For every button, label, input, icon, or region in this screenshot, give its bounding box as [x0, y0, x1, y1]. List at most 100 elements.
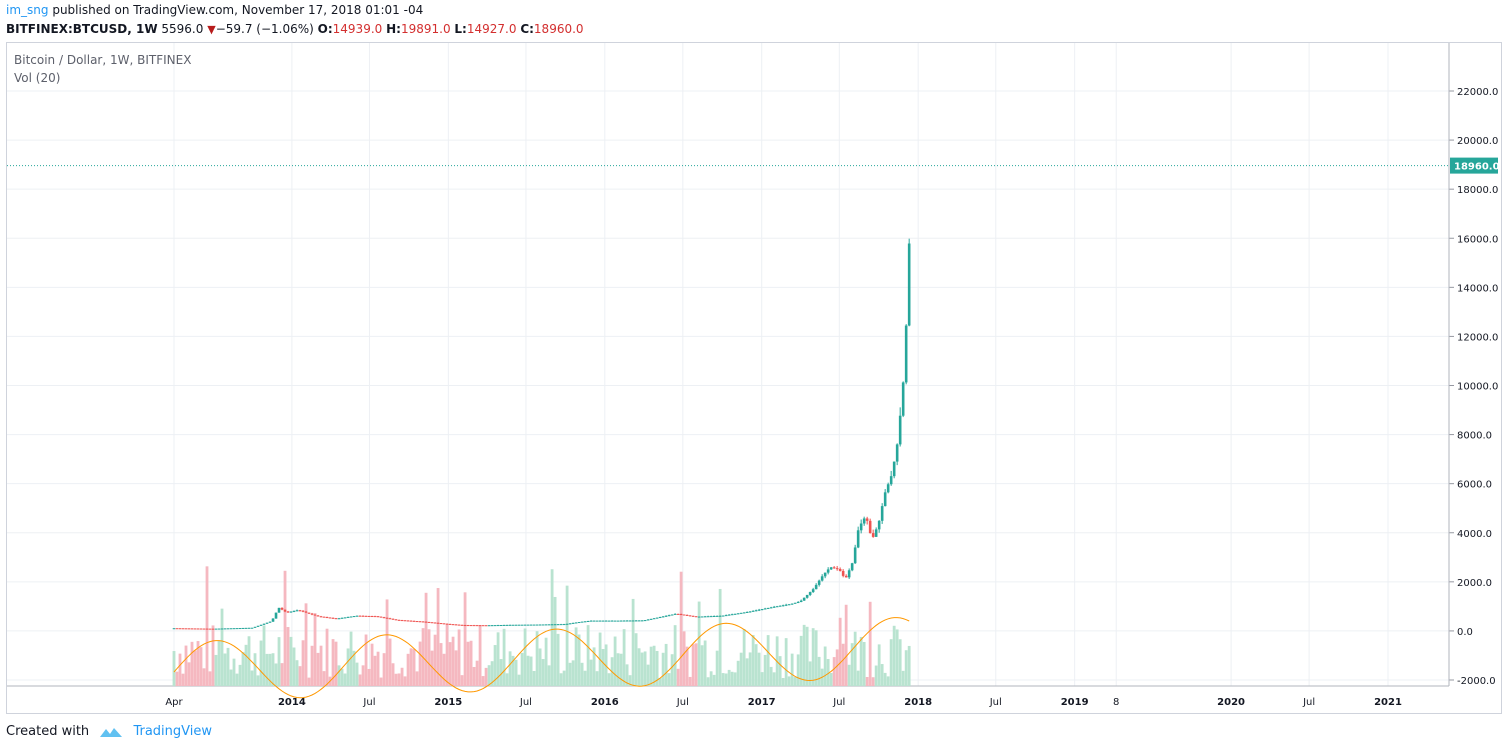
volume-bar: [229, 669, 233, 686]
candle-body: [454, 624, 458, 626]
volume-bar: [703, 640, 707, 686]
volume-bar: [628, 675, 632, 686]
candle-body: [220, 628, 224, 630]
candle-body: [829, 567, 833, 570]
y-tick-label: 14000.0: [1457, 283, 1498, 294]
candle-body: [247, 627, 251, 629]
volume-bar: [688, 676, 692, 686]
candle-body: [172, 628, 176, 630]
volume-bar: [448, 642, 452, 686]
candle-body: [559, 624, 563, 626]
volume-bar: [388, 638, 392, 686]
volume-bar: [217, 641, 221, 686]
candle-body: [694, 616, 698, 618]
volume-bar: [313, 613, 317, 686]
candle-body: [352, 616, 356, 618]
y-tick-label: 22000.0: [1457, 87, 1498, 98]
candle-body: [436, 622, 440, 624]
candle-body: [223, 628, 227, 630]
x-tick-label: 2020: [1217, 697, 1245, 708]
volume-bar: [568, 662, 572, 686]
candle-body: [595, 620, 599, 622]
candle-body: [298, 610, 302, 612]
candle-body: [562, 624, 566, 626]
volume-bar: [277, 637, 281, 686]
volume-bar: [715, 650, 719, 686]
volume-bar: [322, 671, 326, 686]
candle-body: [634, 620, 638, 622]
candle-body: [823, 572, 827, 577]
volume-bar: [706, 677, 710, 686]
candle-body: [214, 628, 218, 630]
candle-body: [586, 620, 590, 622]
candle-body: [484, 625, 488, 627]
volume-bar: [331, 639, 335, 686]
candle-body: [778, 605, 782, 607]
published-text: published on TradingView.com, November 1…: [52, 3, 424, 17]
volume-bar: [187, 662, 191, 686]
volume-bar: [223, 653, 227, 686]
x-tick-label: 2019: [1061, 697, 1089, 708]
volume-bar: [478, 625, 482, 686]
candle-body: [226, 628, 230, 630]
volume-bar: [748, 652, 752, 686]
candle-body: [637, 620, 641, 622]
volume-bar: [283, 570, 287, 686]
candle-body: [565, 623, 569, 625]
candle-body: [376, 616, 380, 618]
volume-bar: [784, 638, 788, 686]
volume-bar: [394, 673, 398, 686]
candle-body: [841, 570, 845, 576]
volume-bar: [802, 624, 806, 686]
candle-body: [187, 628, 191, 630]
candle-body: [367, 615, 371, 617]
candle-body: [883, 492, 887, 507]
candle-body: [529, 624, 533, 626]
volume-bar: [787, 676, 791, 686]
candle-body: [886, 484, 890, 493]
candle-body: [451, 624, 455, 626]
candle-body: [424, 621, 428, 623]
volume-bar: [754, 644, 758, 686]
volume-bar: [733, 672, 737, 686]
volume-bar: [772, 672, 776, 686]
candle-body: [196, 628, 200, 630]
candle-body: [685, 614, 689, 616]
candle-body: [427, 621, 431, 623]
x-tick-label: 2018: [904, 697, 932, 708]
open-label: O:: [317, 22, 333, 36]
volume-bar: [208, 671, 212, 686]
volume-bar: [574, 627, 578, 686]
tradingview-link[interactable]: TradingView: [133, 724, 212, 739]
volume-bar: [175, 671, 179, 686]
high-label: H:: [386, 22, 401, 36]
volume-bar: [367, 668, 371, 686]
volume-bar: [865, 677, 869, 686]
volume-ma-line: [173, 617, 910, 699]
author-link[interactable]: im_sng: [6, 3, 49, 17]
volume-bar: [700, 645, 704, 686]
candle-body: [385, 617, 389, 619]
candle-body: [502, 624, 506, 626]
volume-bar: [673, 625, 677, 686]
volume-bar: [847, 664, 851, 686]
volume-bar: [799, 635, 803, 686]
chart-area[interactable]: [6, 42, 1502, 714]
candle-body: [445, 623, 449, 625]
candle-body: [370, 616, 374, 618]
volume-bar: [667, 673, 671, 686]
candle-body: [382, 617, 386, 619]
candle-body: [700, 616, 704, 618]
volume-bar: [712, 674, 716, 686]
candle-body: [475, 625, 479, 627]
candle-body: [718, 615, 722, 617]
candle-body: [784, 604, 788, 606]
candle-body: [832, 567, 836, 569]
volume-bar: [613, 636, 617, 686]
candle-body: [496, 625, 500, 627]
volume-bar: [661, 652, 665, 686]
volume-bar: [172, 651, 176, 686]
volume-bar: [769, 666, 773, 686]
y-tick-label: 6000.0: [1457, 480, 1492, 491]
